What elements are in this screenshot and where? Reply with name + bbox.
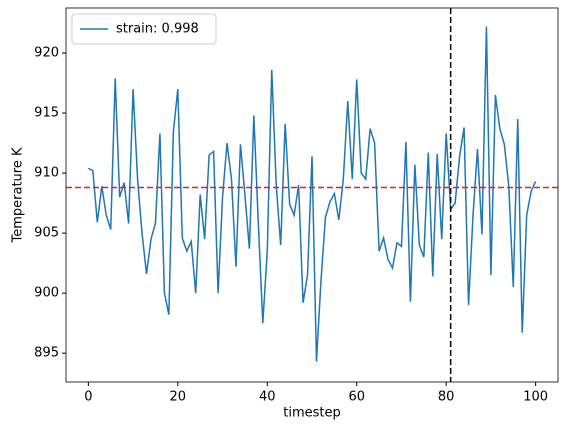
y-tick-label: 905 [34, 226, 59, 241]
y-tick-label: 915 [34, 106, 59, 121]
x-tick-label: 60 [348, 390, 365, 405]
y-tick-label: 910 [34, 166, 59, 181]
y-tick-label: 900 [34, 286, 59, 301]
x-tick-label: 80 [438, 390, 455, 405]
legend-box [71, 13, 217, 45]
y-axis-label: Temperature K [11, 147, 26, 243]
y-tick-label: 895 [34, 346, 59, 361]
x-tick-label: 40 [259, 390, 276, 405]
plot-frame [65, 7, 559, 383]
y-tick-label: 920 [34, 46, 59, 61]
x-tick-label: 100 [523, 390, 548, 405]
legend-label: strain: 0.998 [116, 22, 199, 37]
x-tick-label: 20 [170, 390, 187, 405]
x-axis-label: timestep [283, 406, 341, 421]
x-tick-label: 0 [84, 390, 92, 405]
line [88, 26, 537, 362]
